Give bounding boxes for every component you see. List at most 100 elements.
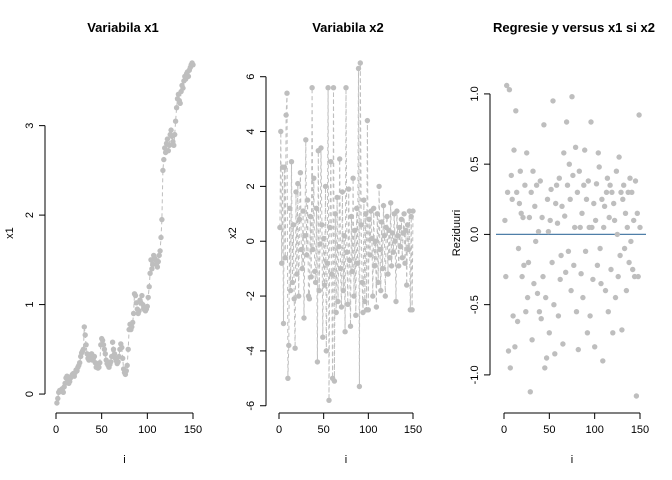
data-point xyxy=(180,85,186,91)
x-tick-label: 0 xyxy=(501,424,507,436)
x-tick-label: 50 xyxy=(318,424,330,436)
series-line xyxy=(56,61,194,404)
data-point xyxy=(310,246,316,253)
data-point xyxy=(387,255,393,261)
data-point xyxy=(353,312,359,318)
data-point xyxy=(165,148,171,154)
data-point xyxy=(302,233,308,239)
data-point xyxy=(346,186,352,192)
data-point xyxy=(390,249,396,255)
data-point xyxy=(376,183,382,190)
y-tick-label: -6 xyxy=(245,401,257,411)
data-point xyxy=(355,65,362,72)
data-point xyxy=(583,196,590,202)
data-point xyxy=(604,175,611,181)
data-point xyxy=(530,168,536,174)
data-point xyxy=(401,211,407,217)
data-point xyxy=(563,269,569,275)
data-point xyxy=(389,230,396,236)
x-tick-label: 150 xyxy=(404,424,422,436)
data-point xyxy=(361,197,367,203)
data-point xyxy=(379,265,386,272)
data-point xyxy=(154,264,161,270)
data-point xyxy=(287,287,294,294)
data-point xyxy=(636,112,642,118)
data-point xyxy=(289,279,296,286)
data-point xyxy=(283,112,289,118)
data-point xyxy=(606,214,612,221)
data-point xyxy=(617,252,623,259)
data-point xyxy=(509,196,515,202)
data-point xyxy=(599,196,605,202)
data-point xyxy=(404,282,410,288)
data-point xyxy=(340,287,346,294)
data-point xyxy=(339,189,346,195)
data-point xyxy=(309,85,315,91)
data-point xyxy=(571,262,577,268)
data-point xyxy=(388,200,394,206)
data-point xyxy=(336,244,342,250)
data-point xyxy=(611,217,618,224)
data-point xyxy=(100,342,107,348)
data-point xyxy=(528,189,534,195)
data-point xyxy=(522,182,528,188)
data-point xyxy=(349,268,355,275)
y-tick-label: 4 xyxy=(245,128,257,134)
data-point xyxy=(312,268,318,275)
data-point xyxy=(166,142,172,148)
data-point xyxy=(172,118,179,124)
x-tick-label: 50 xyxy=(543,424,555,436)
data-point xyxy=(287,205,293,211)
data-point xyxy=(602,287,609,294)
data-point xyxy=(144,303,150,310)
data-point xyxy=(504,82,510,89)
data-point xyxy=(304,252,310,258)
panel-regresie-reziduuri: Regresie y versus x1 si x2 0 50 100 150 i -1.0… xyxy=(451,20,655,466)
data-point xyxy=(80,346,87,352)
data-point xyxy=(147,270,153,276)
data-point xyxy=(358,222,364,228)
data-point xyxy=(285,375,291,381)
data-point xyxy=(631,217,637,224)
data-point xyxy=(319,222,325,228)
data-point xyxy=(539,214,545,221)
data-point xyxy=(136,308,142,314)
data-point xyxy=(354,260,361,266)
data-point xyxy=(619,327,625,333)
chart-title: Variabila x1 xyxy=(87,20,159,35)
data-point xyxy=(280,320,287,327)
data-point xyxy=(572,224,578,231)
data-point xyxy=(548,186,554,193)
panel-variabila-x1: Variabila x1 0 50 100 150 i 0 1 2 3 x1 xyxy=(4,20,202,466)
data-point xyxy=(513,108,519,114)
x-tick-label: 50 xyxy=(96,424,108,436)
data-point xyxy=(123,368,129,374)
y-tick-label: 0.0 xyxy=(469,227,481,242)
data-point xyxy=(523,309,529,315)
y-axis-label: x1 xyxy=(4,227,16,239)
data-point xyxy=(278,128,284,135)
data-point xyxy=(514,318,521,325)
data-point xyxy=(567,196,573,202)
data-point xyxy=(304,197,311,203)
data-point xyxy=(612,294,619,301)
y-tick-label: 0.5 xyxy=(469,157,481,172)
data-point xyxy=(529,337,535,343)
data-point xyxy=(521,262,527,268)
data-point xyxy=(610,330,616,336)
y-tick-label: -2 xyxy=(245,291,257,301)
x-tick-label: 150 xyxy=(184,424,202,436)
data-point xyxy=(322,183,329,190)
data-point xyxy=(286,342,292,349)
data-point xyxy=(54,400,60,406)
data-point xyxy=(590,276,596,283)
data-point xyxy=(505,348,512,354)
data-point xyxy=(615,273,621,280)
data-point xyxy=(292,345,298,351)
data-point xyxy=(290,222,296,228)
data-point xyxy=(533,182,540,188)
data-point xyxy=(109,339,116,345)
data-point xyxy=(364,117,371,124)
data-point xyxy=(397,244,404,250)
x-axis-label: i xyxy=(123,454,125,466)
